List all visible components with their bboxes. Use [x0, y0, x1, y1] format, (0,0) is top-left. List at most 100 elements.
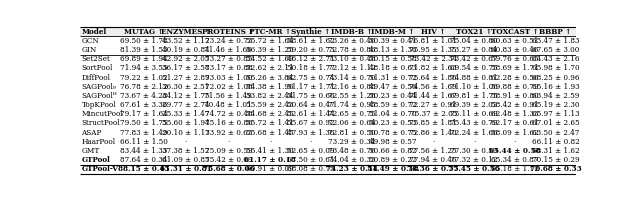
Text: 60.83 ± 0.46: 60.83 ± 0.46: [491, 46, 538, 54]
Text: 58.61 ± 1.62: 58.61 ± 1.62: [287, 37, 335, 45]
Text: 68.08 ± 0.75: 68.08 ± 0.75: [287, 165, 335, 174]
Text: 71.82 ± 1.63: 71.82 ± 1.63: [410, 64, 457, 72]
Text: 88.15 ± 0.45: 88.15 ± 0.45: [118, 165, 170, 174]
Text: 72.78 ± 0.86: 72.78 ± 0.86: [328, 46, 375, 54]
Text: IMDB-M ↑: IMDB-M ↑: [371, 27, 414, 36]
Text: 74.23 ± 0.44: 74.23 ± 0.44: [326, 165, 378, 174]
Text: 20.10 ± 1.13: 20.10 ± 1.13: [162, 129, 210, 137]
Text: 51.27 ± 2.89: 51.27 ± 2.89: [162, 73, 209, 82]
Text: 72.16 ± 0.88: 72.16 ± 0.88: [328, 83, 376, 91]
Text: 65.18 ± 1.12: 65.18 ± 1.12: [491, 165, 539, 174]
Text: 73.27 ± 0.85: 73.27 ± 0.85: [205, 55, 252, 63]
Text: 72.12 ± 1.12: 72.12 ± 1.12: [328, 64, 376, 72]
Text: 67.50 ± 0.61: 67.50 ± 0.61: [287, 156, 335, 164]
Text: 50.15 ± 0.58: 50.15 ± 0.58: [369, 55, 416, 63]
Text: 69.39 ± 2.02: 69.39 ± 2.02: [451, 101, 498, 109]
Text: 55.60 ± 1.94: 55.60 ± 1.94: [162, 119, 209, 128]
Text: 55.67 ± 0.92: 55.67 ± 0.92: [287, 119, 335, 128]
Text: 74.56 ± 1.69: 74.56 ± 1.69: [410, 83, 457, 91]
Text: TOXCAST ↑: TOXCAST ↑: [491, 27, 539, 36]
Text: 75.42 ± 0.09: 75.42 ± 0.09: [205, 156, 252, 164]
Text: 77.83 ± 1.49: 77.83 ± 1.49: [120, 129, 168, 137]
Text: 72.86 ± 1.40: 72.86 ± 1.40: [410, 129, 457, 137]
Text: 68.25 ± 0.96: 68.25 ± 0.96: [532, 73, 579, 82]
Text: ⋅: ⋅: [269, 138, 271, 146]
Text: 73.29 ± 0.34: 73.29 ± 0.34: [328, 138, 375, 146]
Text: 72.27 ± 0.91: 72.27 ± 0.91: [410, 101, 457, 109]
Text: Model: Model: [81, 27, 107, 36]
Text: 65.19 ± 2.30: 65.19 ± 2.30: [532, 101, 579, 109]
Text: 50.39 ± 0.41: 50.39 ± 0.41: [369, 37, 416, 45]
Text: 50.78 ± 0.75: 50.78 ± 0.75: [369, 129, 416, 137]
Text: 68.31 ± 1.62: 68.31 ± 1.62: [532, 147, 579, 155]
Text: 71.10 ± 1.06: 71.10 ± 1.06: [450, 83, 498, 91]
Text: 77.45 ± 0.56: 77.45 ± 0.56: [448, 165, 500, 174]
Text: ⋅: ⋅: [310, 138, 312, 146]
Text: 69.81 ± 1.75: 69.81 ± 1.75: [450, 92, 498, 100]
Text: 74.72 ± 0.48: 74.72 ± 0.48: [205, 110, 252, 118]
Text: GTPool: GTPool: [81, 156, 110, 164]
Text: 50.64 ± 0.47: 50.64 ± 0.47: [287, 101, 335, 109]
Text: 71.74 ± 0.95: 71.74 ± 0.95: [328, 101, 376, 109]
Text: 61.31 ± 0.81: 61.31 ± 0.81: [160, 165, 212, 174]
Text: 51.04 ± 0.70: 51.04 ± 0.70: [369, 110, 416, 118]
Text: 73.10 ± 0.48: 73.10 ± 0.48: [328, 55, 375, 63]
Text: 77.30 ± 0.59: 77.30 ± 0.59: [451, 147, 498, 155]
Text: 63.50 ± 2.47: 63.50 ± 2.47: [532, 129, 579, 137]
Text: 75.85 ± 1.81: 75.85 ± 1.81: [410, 119, 457, 128]
Text: 54.38 ± 1.96: 54.38 ± 1.96: [246, 83, 294, 91]
Text: PTC-MR ↑: PTC-MR ↑: [249, 27, 291, 36]
Text: 79.50 ± 1.75: 79.50 ± 1.75: [120, 119, 168, 128]
Text: ⋅: ⋅: [513, 138, 516, 146]
Text: 64.43 ± 2.16: 64.43 ± 2.16: [532, 55, 579, 63]
Text: 74.04 ± 0.33: 74.04 ± 0.33: [328, 156, 375, 164]
Text: 73.48 ± 0.76: 73.48 ± 0.76: [328, 147, 375, 155]
Text: 75.11 ± 0.69: 75.11 ± 0.69: [450, 110, 498, 118]
Text: 42.92 ± 2.05: 42.92 ± 2.05: [162, 55, 209, 63]
Text: 50.18 ± 1.77: 50.18 ± 1.77: [287, 64, 335, 72]
Text: 70.15 ± 0.29: 70.15 ± 0.29: [532, 156, 579, 164]
Text: 76.81 ± 1.01: 76.81 ± 1.01: [409, 37, 457, 45]
Text: 62.28 ± 0.56: 62.28 ± 0.56: [491, 73, 538, 82]
Text: 52.62 ± 2.11: 52.62 ± 2.11: [246, 64, 294, 72]
Text: 54.68 ± 2.45: 54.68 ± 2.45: [246, 110, 294, 118]
Text: 58.69 ± 1.71: 58.69 ± 1.71: [491, 64, 539, 72]
Text: 73.24 ± 0.73: 73.24 ± 0.73: [205, 37, 252, 45]
Text: 72.24 ± 1.66: 72.24 ± 1.66: [450, 129, 498, 137]
Text: DiffPool: DiffPool: [81, 73, 111, 82]
Text: BBBP ↑: BBBP ↑: [540, 27, 572, 36]
Text: 71.94 ± 3.55: 71.94 ± 3.55: [120, 64, 168, 72]
Text: 72.02 ± 1.08: 72.02 ± 1.08: [205, 83, 252, 91]
Text: ENZYMES ↑: ENZYMES ↑: [161, 27, 211, 36]
Text: ⋅: ⋅: [473, 138, 476, 146]
Text: 73.42 ± 0.67: 73.42 ± 0.67: [451, 55, 498, 63]
Text: HaarPool: HaarPool: [81, 138, 116, 146]
Text: ASAP: ASAP: [81, 129, 102, 137]
Text: ⋅: ⋅: [184, 138, 187, 146]
Text: 55.41 ± 1.30: 55.41 ± 1.30: [246, 147, 294, 155]
Text: 50.89 ± 0.22: 50.89 ± 0.22: [369, 156, 416, 164]
Text: 54.52 ± 1.69: 54.52 ± 1.69: [246, 55, 294, 63]
Text: 50.23 ± 0.44: 50.23 ± 0.44: [369, 92, 416, 100]
Text: 79.22 ± 1.02: 79.22 ± 1.02: [120, 73, 168, 82]
Text: 75.16 ± 0.86: 75.16 ± 0.86: [205, 119, 252, 128]
Text: Synthie ↑: Synthie ↑: [291, 27, 330, 36]
Text: 29.77 ± 2.74: 29.77 ± 2.74: [162, 101, 209, 109]
Text: 58.42 ± 0.91: 58.42 ± 0.91: [491, 101, 539, 109]
Text: 69.50 ± 1.78: 69.50 ± 1.78: [120, 37, 168, 45]
Text: 55.72 ± 1.64: 55.72 ± 1.64: [246, 37, 294, 45]
Text: 63.94 ± 2.59: 63.94 ± 2.59: [532, 92, 579, 100]
Text: 65.47 ± 1.83: 65.47 ± 1.83: [532, 37, 579, 45]
Text: 36.17 ± 2.58: 36.17 ± 2.58: [162, 64, 209, 72]
Text: MincutPool: MincutPool: [81, 110, 124, 118]
Text: 55.26 ± 3.84: 55.26 ± 3.84: [246, 73, 294, 82]
Text: 65.34 ± 0.87: 65.34 ± 0.87: [491, 156, 538, 164]
Text: 47.93 ± 1.36: 47.93 ± 1.36: [287, 129, 335, 137]
Text: 61.17 ± 0.18: 61.17 ± 0.18: [244, 156, 296, 164]
Text: 69.54 ± 0.75: 69.54 ± 0.75: [451, 64, 498, 72]
Text: 73.17 ± 0.88: 73.17 ± 0.88: [205, 64, 252, 72]
Text: 65.16 ± 1.93: 65.16 ± 1.93: [532, 83, 579, 91]
Text: 37.38 ± 1.52: 37.38 ± 1.52: [162, 147, 209, 155]
Text: 67.01 ± 2.65: 67.01 ± 2.65: [532, 119, 579, 128]
Text: MUTAG ↑: MUTAG ↑: [124, 27, 164, 36]
